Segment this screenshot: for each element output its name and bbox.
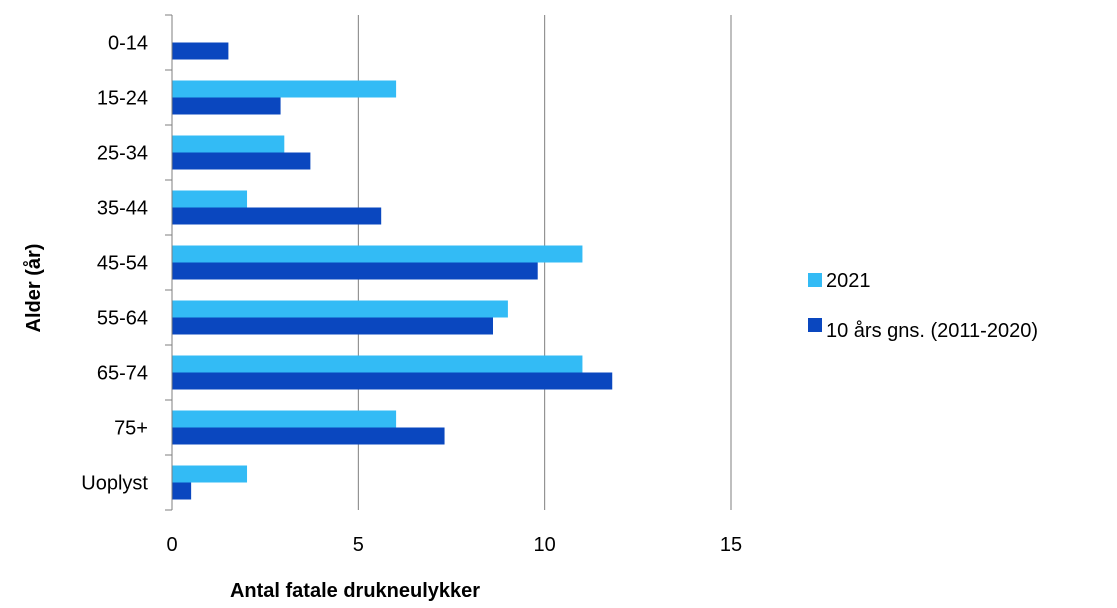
y-category-label: Uoplyst <box>81 473 148 495</box>
legend-swatch-2021 <box>808 273 822 287</box>
bar-2021 <box>172 135 285 153</box>
bar-10yr-avg <box>172 482 192 500</box>
y-category-label: 75+ <box>114 418 148 440</box>
bars-layer <box>172 42 613 500</box>
bar-10yr-avg <box>172 427 445 445</box>
y-category-label: 35-44 <box>97 198 148 220</box>
y-category-label: 45-54 <box>97 253 148 275</box>
bar-2021 <box>172 245 583 263</box>
y-category-label: 0-14 <box>108 33 148 55</box>
bar-2021 <box>172 80 397 98</box>
bar-2021 <box>172 410 397 428</box>
x-axis-title: Antal fatale drukneulykker <box>230 580 480 602</box>
y-category-label: 25-34 <box>97 143 148 165</box>
bar-2021 <box>172 190 248 208</box>
y-category-label: 55-64 <box>97 308 148 330</box>
bar-10yr-avg <box>172 372 613 390</box>
x-tick-label: 15 <box>720 534 742 556</box>
legend: 2021 10 års gns. (2011-2020) <box>808 270 1038 342</box>
bar-10yr-avg <box>172 97 281 115</box>
legend-label-2021: 2021 <box>826 270 871 292</box>
y-category-label: 15-24 <box>97 88 148 110</box>
bar-10yr-avg <box>172 207 382 225</box>
bar-2021 <box>172 300 508 318</box>
bar-10yr-avg <box>172 317 493 335</box>
bar-10yr-avg <box>172 42 229 60</box>
bar-10yr-avg <box>172 262 538 280</box>
x-tick-label: 0 <box>166 534 177 556</box>
legend-label-10yr-avg: 10 års gns. (2011-2020) <box>826 320 1038 342</box>
bar-10yr-avg <box>172 152 311 170</box>
legend-swatch-10yr-avg <box>808 318 822 332</box>
x-tick-label: 10 <box>534 534 556 556</box>
bar-2021 <box>172 355 583 373</box>
y-category-label: 65-74 <box>97 363 148 385</box>
axis-layer <box>165 14 173 511</box>
y-axis-title: Alder (år) <box>22 244 45 333</box>
labels-layer: 0 5 10 15 0-14 15-24 25-34 35-44 45-54 55-64 65-74… <box>81 33 742 557</box>
bar-2021 <box>172 465 248 483</box>
x-tick-label: 5 <box>353 534 364 556</box>
